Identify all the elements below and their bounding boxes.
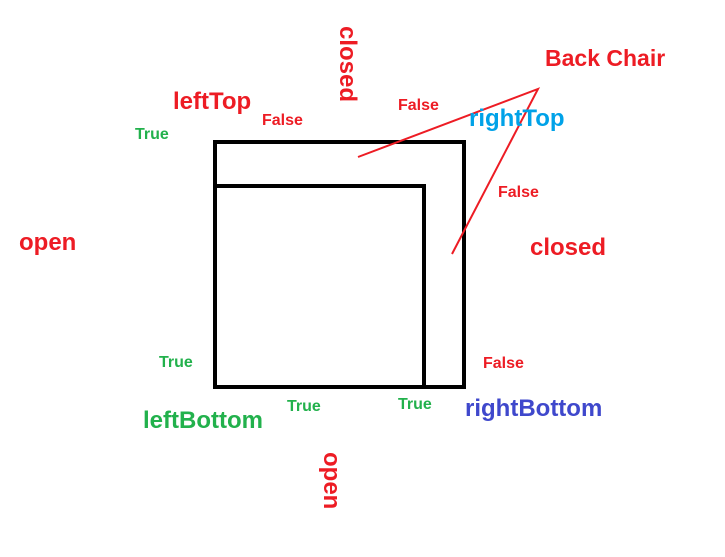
flag-left-top-inner: False <box>262 112 303 129</box>
flag-left-bottom-side: True <box>159 354 193 371</box>
side-bottom-state: open <box>318 452 345 510</box>
corner-right-bottom: rightBottom <box>465 395 603 422</box>
flag-right-bottom-side: False <box>483 355 524 372</box>
side-top-state: closed <box>334 26 361 103</box>
corner-left-top: leftTop <box>173 88 252 115</box>
back-chair-label: Back Chair <box>545 45 666 71</box>
back-chair-pointer <box>357 87 541 255</box>
flag-left-bottom-bottom: True <box>287 398 321 415</box>
side-left-state: open <box>19 229 77 256</box>
flag-right-top-inner: False <box>398 97 439 114</box>
outer-square <box>213 140 466 389</box>
corner-left-bottom: leftBottom <box>143 407 263 434</box>
flag-right-top-side: False <box>498 184 539 201</box>
flag-inner-bottom: True <box>398 396 432 413</box>
side-right-state: closed <box>530 234 607 261</box>
flag-left-top-outer: True <box>135 126 169 143</box>
corner-right-top: rightTop <box>469 105 565 132</box>
